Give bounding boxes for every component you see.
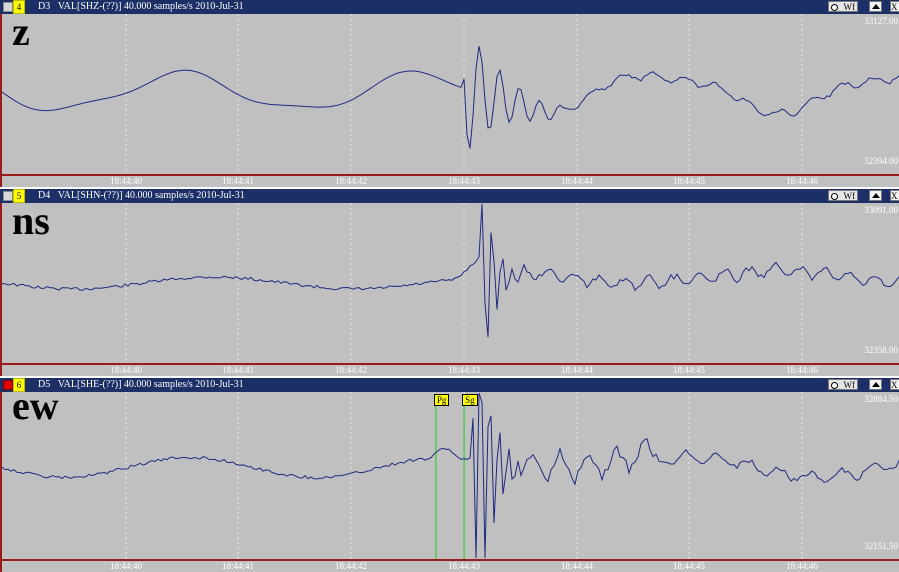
- waveform-button[interactable]: Wf: [828, 190, 858, 201]
- phase-pick-label[interactable]: Pg: [433, 394, 450, 406]
- time-tick-label: 18:44:41: [221, 365, 255, 375]
- channel-select-checkbox[interactable]: [3, 380, 13, 390]
- scroll-up-button[interactable]: [869, 379, 882, 390]
- channel-info: VAL[SHN-(??)] 40.000 samples/s 2010-Jul-…: [57, 190, 245, 201]
- channel-title-bar[interactable]: 6 D5 VAL[SHE-(??)] 40.000 samples/s 2010…: [0, 378, 899, 392]
- triangle-up-icon: [872, 193, 880, 198]
- y-min-value: 32151.50: [864, 541, 898, 551]
- waveform-plot[interactable]: ns 33091.00 32358.00: [0, 198, 899, 365]
- channel-number-badge: 5: [13, 189, 25, 203]
- time-axis: 18:44:40 18:44:41 18:44:42 18:44:43 18:44:44…: [0, 561, 899, 572]
- component-label: ns: [12, 198, 50, 243]
- time-tick-label: 18:44:43: [447, 561, 481, 571]
- time-tick-label: 18:44:46: [785, 176, 819, 186]
- time-tick-label: 18:44:40: [109, 561, 143, 571]
- scroll-up-button[interactable]: [869, 1, 882, 12]
- seismic-trace: [2, 203, 899, 338]
- channel-number-badge: 6: [13, 378, 25, 392]
- y-min-value: 32358.00: [864, 345, 898, 355]
- trace-panel-ew: 6 D5 VAL[SHE-(??)] 40.000 samples/s 2010…: [0, 378, 899, 572]
- time-tick-label: 18:44:46: [785, 365, 819, 375]
- y-min-value: 32394.00: [864, 156, 898, 166]
- waveform-button[interactable]: Wf: [828, 1, 858, 12]
- channel-title-bar[interactable]: 4 D3 VAL[SHZ-(??)] 40.000 samples/s 2010…: [0, 0, 899, 14]
- time-tick-label: 18:44:45: [672, 176, 706, 186]
- waveform-plot[interactable]: z 33127.00 32394.00: [0, 9, 899, 176]
- waveform-plot[interactable]: ew 32884.50 32151.50 Pg Sg: [0, 386, 899, 561]
- channel-select-checkbox[interactable]: [3, 191, 13, 201]
- circle-icon: [831, 4, 838, 11]
- channel-select-checkbox[interactable]: [3, 2, 13, 12]
- time-tick-label: 18:44:43: [447, 176, 481, 186]
- time-axis: 18:44:40 18:44:41 18:44:42 18:44:43 18:44:44…: [0, 176, 899, 187]
- waveform-svg: [2, 14, 899, 174]
- time-tick-label: 18:44:41: [221, 176, 255, 186]
- time-tick-label: 18:44:42: [334, 176, 368, 186]
- channel-info: VAL[SHE-(??)] 40.000 samples/s 2010-Jul-…: [57, 379, 244, 390]
- component-label: z: [12, 9, 30, 54]
- time-tick-label: 18:44:42: [334, 561, 368, 571]
- seismic-trace: [2, 46, 899, 149]
- trace-panel-ns: 5 D4 VAL[SHN-(??)] 40.000 samples/s 2010…: [0, 189, 899, 376]
- close-button[interactable]: X: [890, 1, 899, 12]
- circle-icon: [831, 193, 838, 200]
- component-label: ew: [12, 383, 59, 428]
- y-max-value: 33127.00: [864, 16, 898, 26]
- time-tick-label: 18:44:45: [672, 561, 706, 571]
- y-max-value: 33091.00: [864, 205, 898, 215]
- time-tick-label: 18:44:44: [560, 365, 594, 375]
- waveform-button[interactable]: Wf: [828, 379, 858, 390]
- close-button[interactable]: X: [890, 190, 899, 201]
- channel-title-bar[interactable]: 5 D4 VAL[SHN-(??)] 40.000 samples/s 2010…: [0, 189, 899, 203]
- time-tick-label: 18:44:46: [785, 561, 819, 571]
- time-tick-label: 18:44:43: [447, 365, 481, 375]
- time-tick-label: 18:44:40: [109, 365, 143, 375]
- time-tick-label: 18:44:45: [672, 365, 706, 375]
- time-tick-label: 18:44:44: [560, 176, 594, 186]
- close-button[interactable]: X: [890, 379, 899, 390]
- station-id: D3: [38, 1, 51, 12]
- circle-icon: [831, 382, 838, 389]
- time-axis: 18:44:40 18:44:41 18:44:42 18:44:43 18:44:44…: [0, 365, 899, 376]
- time-tick-label: 18:44:42: [334, 365, 368, 375]
- waveform-svg: [2, 392, 899, 559]
- time-tick-label: 18:44:41: [221, 561, 255, 571]
- channel-label: D4 VAL[SHN-(??)] 40.000 samples/s 2010-J…: [38, 189, 245, 202]
- station-id: D4: [38, 190, 51, 201]
- triangle-up-icon: [872, 382, 880, 387]
- time-tick-label: 18:44:44: [560, 561, 594, 571]
- station-id: D5: [38, 379, 51, 390]
- seismic-trace: [2, 392, 899, 559]
- channel-number-badge: 4: [13, 0, 25, 14]
- time-tick-label: 18:44:40: [109, 176, 143, 186]
- scroll-up-button[interactable]: [869, 190, 882, 201]
- channel-label: D3 VAL[SHZ-(??)] 40.000 samples/s 2010-J…: [38, 0, 244, 13]
- waveform-svg: [2, 203, 899, 363]
- trace-panel-z: 4 D3 VAL[SHZ-(??)] 40.000 samples/s 2010…: [0, 0, 899, 187]
- triangle-up-icon: [872, 4, 880, 9]
- phase-pick-label[interactable]: Sg: [462, 394, 478, 406]
- y-max-value: 32884.50: [864, 394, 898, 404]
- channel-label: D5 VAL[SHE-(??)] 40.000 samples/s 2010-J…: [38, 378, 244, 391]
- channel-info: VAL[SHZ-(??)] 40.000 samples/s 2010-Jul-…: [57, 1, 244, 12]
